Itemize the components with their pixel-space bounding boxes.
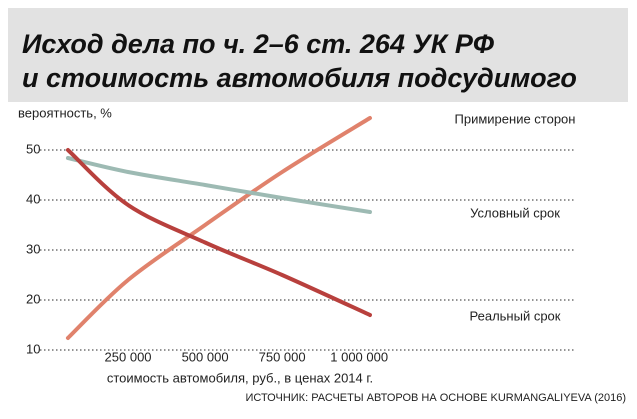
x-tick-label: 750 000 bbox=[259, 349, 306, 364]
y-tick-label: 40 bbox=[26, 191, 40, 206]
series-line bbox=[65, 116, 372, 340]
chart-title: Исход дела по ч. 2–6 ст. 264 УК РФ bbox=[22, 29, 494, 59]
series-label: Реальный срок bbox=[470, 308, 561, 323]
y-tick-label: 20 bbox=[26, 291, 40, 306]
title-background bbox=[8, 8, 628, 102]
series-line bbox=[65, 148, 372, 317]
x-tick-label: 1 000 000 bbox=[330, 349, 388, 364]
y-axis-label: вероятность, % bbox=[18, 105, 112, 120]
x-axis-label: стоимость автомобиля, руб., в ценах 2014… bbox=[107, 370, 373, 385]
x-tick-label: 500 000 bbox=[182, 349, 229, 364]
series-label: Условный срок bbox=[470, 205, 560, 220]
y-tick-label: 10 bbox=[26, 341, 40, 356]
x-tick-label: 250 000 bbox=[105, 349, 152, 364]
y-tick-label: 30 bbox=[26, 241, 40, 256]
series-label: Примирение сторон bbox=[455, 111, 576, 126]
chart-subtitle: и стоимость автомобиля подсудимого bbox=[22, 63, 577, 93]
series-line bbox=[65, 156, 372, 214]
source: ИСТОЧНИК: РАСЧЕТЫ АВТОРОВ НА ОСНОВЕ KURM… bbox=[245, 392, 626, 404]
y-tick-label: 50 bbox=[26, 141, 40, 156]
